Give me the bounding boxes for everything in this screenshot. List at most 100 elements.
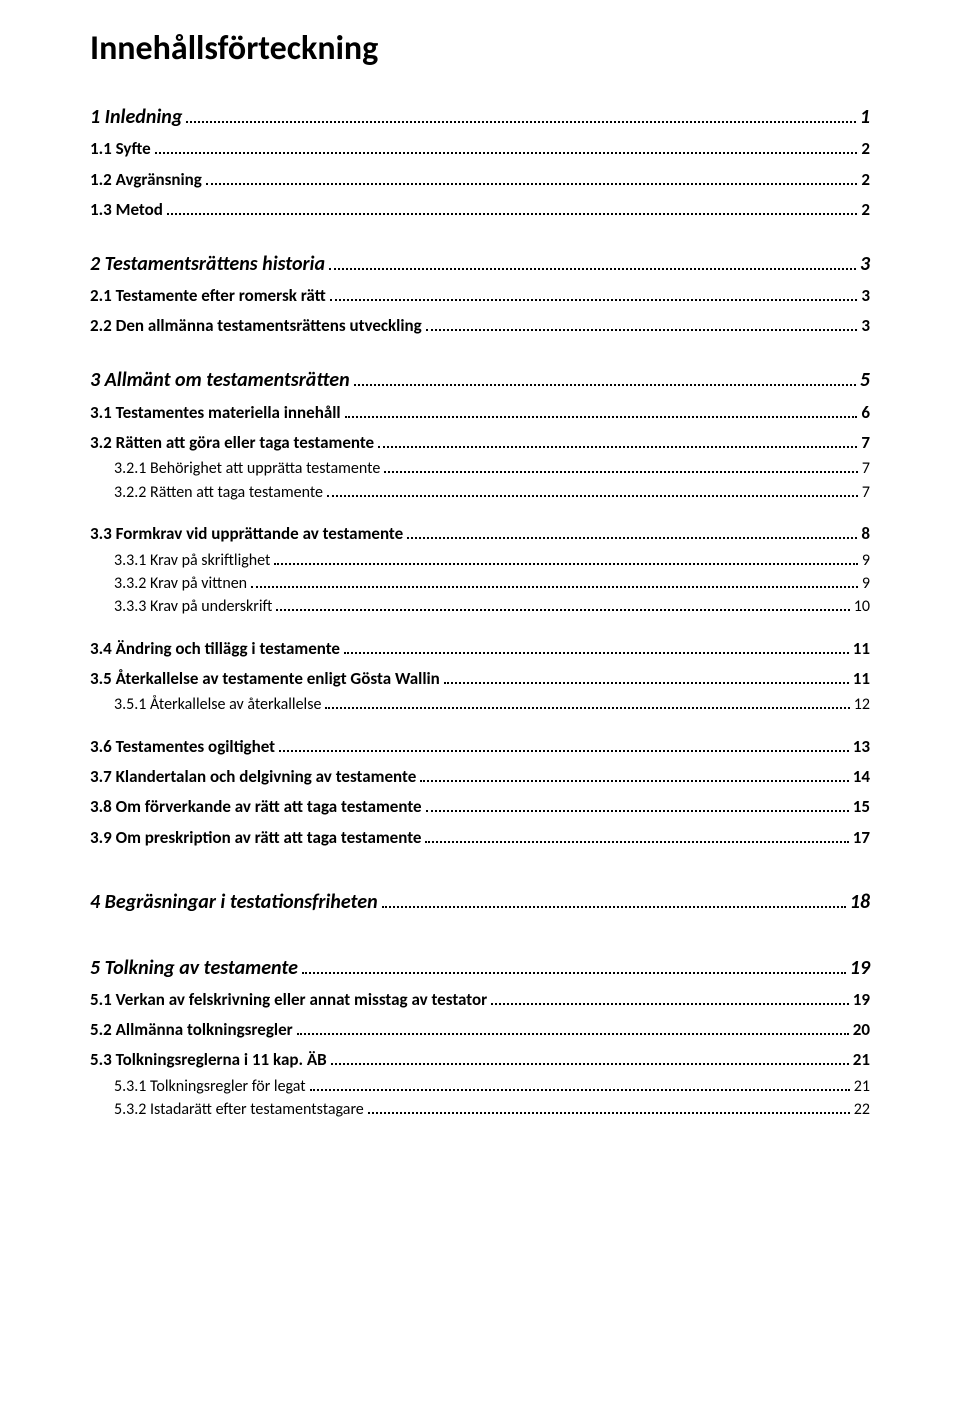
toc-entry-page: 7 [861,432,870,453]
toc-entry-label: 4 Begräsningar i testationsfriheten [90,890,378,914]
toc-entry[interactable]: 3 Allmänt om testamentsrätten5 [90,366,870,392]
toc-entry[interactable]: 1 Inledning 1 [90,103,870,129]
toc-entry-page: 7 [862,459,870,478]
toc-entry-page: 9 [862,551,870,570]
toc-leader [425,825,848,842]
toc-entry-page: 7 [862,483,870,502]
toc-leader [186,103,855,123]
toc-entry[interactable]: 3.5 Återkallelse av testamente enligt Gö… [90,667,870,689]
toc-leader [420,765,849,782]
toc-entry-label: 5 Tolkning av testamente [90,956,298,980]
page: Innehållsförteckning 1 Inledning11.1 Syf… [0,0,960,1425]
toc-leader [274,548,857,564]
toc-entry-page: 18 [850,890,870,914]
toc-leader [251,572,858,588]
toc-entry-label: 2 Testamentsrättens historia [90,252,325,276]
toc-leader [378,431,857,448]
toc-entry-page: 17 [853,827,870,848]
toc-entry-page: 8 [861,523,870,544]
toc-entry[interactable]: 5.1 Verkan av felskrivning eller annat m… [90,988,870,1010]
toc-leader [310,1074,850,1090]
toc-entry-page: 5 [860,368,870,392]
toc-leader [426,314,858,331]
toc-entry-label: 3.4 Ändring och tillägg i testamente [90,638,340,659]
toc-entry-page: 2 [861,199,870,220]
toc-leader [206,167,858,184]
toc-leader [344,636,849,653]
toc-entry-label: 3.2.1 Behörighet att upprätta testamente [114,459,380,478]
toc-entry[interactable]: 3.6 Testamentes ogiltighet13 [90,734,870,756]
toc-entry[interactable]: 5.3.1 Tolkningsregler för legat21 [90,1074,870,1095]
toc-leader [368,1098,850,1114]
toc-leader [384,457,858,473]
toc-entry-page: 20 [853,1019,870,1040]
toc-entry-page: 1 [860,105,870,129]
toc-leader [327,480,858,496]
toc-entry-page: 11 [853,668,870,689]
toc-leader [302,954,846,974]
toc-entry-page: 3 [860,252,870,276]
toc-entry[interactable]: 2 Testamentsrättens historia 3 [90,250,870,276]
toc-leader [426,795,849,812]
toc-entry-page: 21 [853,1049,870,1070]
toc-entry-label: 1.1 Syfte [90,138,151,159]
toc-leader [491,988,849,1005]
toc-entry-page: 10 [854,597,870,616]
toc-entry-label: 5.3.2 Istadarätt efter testamentstagare [114,1100,364,1119]
toc-leader [279,734,849,751]
toc-entry[interactable]: 5 Tolkning av testamente 19 [90,954,870,980]
toc-entry-label: 5.1 Verkan av felskrivning eller annat m… [90,989,487,1010]
toc-leader [155,137,858,154]
toc-entry-page: 12 [854,695,870,714]
toc-entry-page: 9 [862,574,870,593]
toc-entry-page: 3 [861,285,870,306]
toc-list: 1 Inledning11.1 Syfte21.2 Avgränsning21.… [90,103,870,1119]
toc-entry[interactable]: 3.9 Om preskription av rätt att taga tes… [90,825,870,847]
toc-entry-label: 1 Inledning [90,105,182,129]
toc-entry-label: 3.5.1 Återkallelse av återkallelse [114,695,321,714]
toc-entry-label: 3.1 Testamentes materiella innehåll [90,402,341,423]
toc-entry-label: 5.2 Allmänna tolkningsregler [90,1019,293,1040]
toc-entry-label: 2.1 Testamente efter romersk rätt [90,285,326,306]
toc-entry[interactable]: 3.5.1 Återkallelse av återkallelse 12 [90,693,870,714]
toc-leader [331,1048,849,1065]
toc-entry[interactable]: 5.3 Tolkningsreglerna i 11 kap. ÄB21 [90,1048,870,1070]
toc-entry[interactable]: 3.3.3 Krav på underskrift 10 [90,595,870,616]
toc-entry-label: 3.9 Om preskription av rätt att taga tes… [90,827,421,848]
toc-entry[interactable]: 1.1 Syfte2 [90,137,870,159]
toc-entry[interactable]: 3.2.1 Behörighet att upprätta testamente… [90,457,870,478]
toc-entry[interactable]: 2.1 Testamente efter romersk rätt 3 [90,284,870,306]
toc-entry-label: 3.3.3 Krav på underskrift [114,597,272,616]
toc-entry[interactable]: 3.3 Formkrav vid upprättande av testamen… [90,522,870,544]
toc-entry[interactable]: 5.2 Allmänna tolkningsregler 20 [90,1018,870,1040]
toc-entry-label: 2.2 Den allmänna testamentsrättens utvec… [90,315,422,336]
toc-entry-label: 3.3 Formkrav vid upprättande av testamen… [90,523,403,544]
toc-entry-label: 1.2 Avgränsning [90,169,202,190]
toc-entry[interactable]: 3.1 Testamentes materiella innehåll6 [90,400,870,422]
toc-entry-label: 3.2.2 Rätten att taga testamente [114,483,323,502]
toc-entry-label: 3.2 Rätten att göra eller taga testament… [90,432,374,453]
toc-entry[interactable]: 1.3 Metod2 [90,198,870,220]
toc-entry[interactable]: 3.7 Klandertalan och delgivning av testa… [90,765,870,787]
toc-entry-page: 13 [853,736,870,757]
toc-entry[interactable]: 1.2 Avgränsning2 [90,167,870,189]
toc-entry[interactable]: 4 Begräsningar i testationsfriheten 18 [90,888,870,914]
toc-entry[interactable]: 2.2 Den allmänna testamentsrättens utvec… [90,314,870,336]
toc-leader [329,250,856,270]
toc-entry-label: 5.3.1 Tolkningsregler för legat [114,1077,306,1096]
toc-entry[interactable]: 3.3.1 Krav på skriftlighet9 [90,548,870,569]
toc-entry[interactable]: 3.2 Rätten att göra eller taga testament… [90,431,870,453]
toc-leader [407,522,857,539]
toc-entry[interactable]: 3.2.2 Rätten att taga testamente 7 [90,480,870,501]
toc-leader [276,595,849,611]
toc-entry[interactable]: 3.8 Om förverkande av rätt att taga test… [90,795,870,817]
toc-entry-page: 15 [853,796,870,817]
toc-entry[interactable]: 3.3.2 Krav på vittnen 9 [90,572,870,593]
toc-entry-label: 3.3.2 Krav på vittnen [114,574,247,593]
toc-entry[interactable]: 5.3.2 Istadarätt efter testamentstagare 2… [90,1098,870,1119]
toc-entry-page: 22 [854,1100,870,1119]
toc-entry-page: 11 [853,638,870,659]
toc-entry-page: 19 [853,989,870,1010]
toc-entry[interactable]: 3.4 Ändring och tillägg i testamente 11 [90,636,870,658]
toc-entry-page: 19 [850,956,870,980]
